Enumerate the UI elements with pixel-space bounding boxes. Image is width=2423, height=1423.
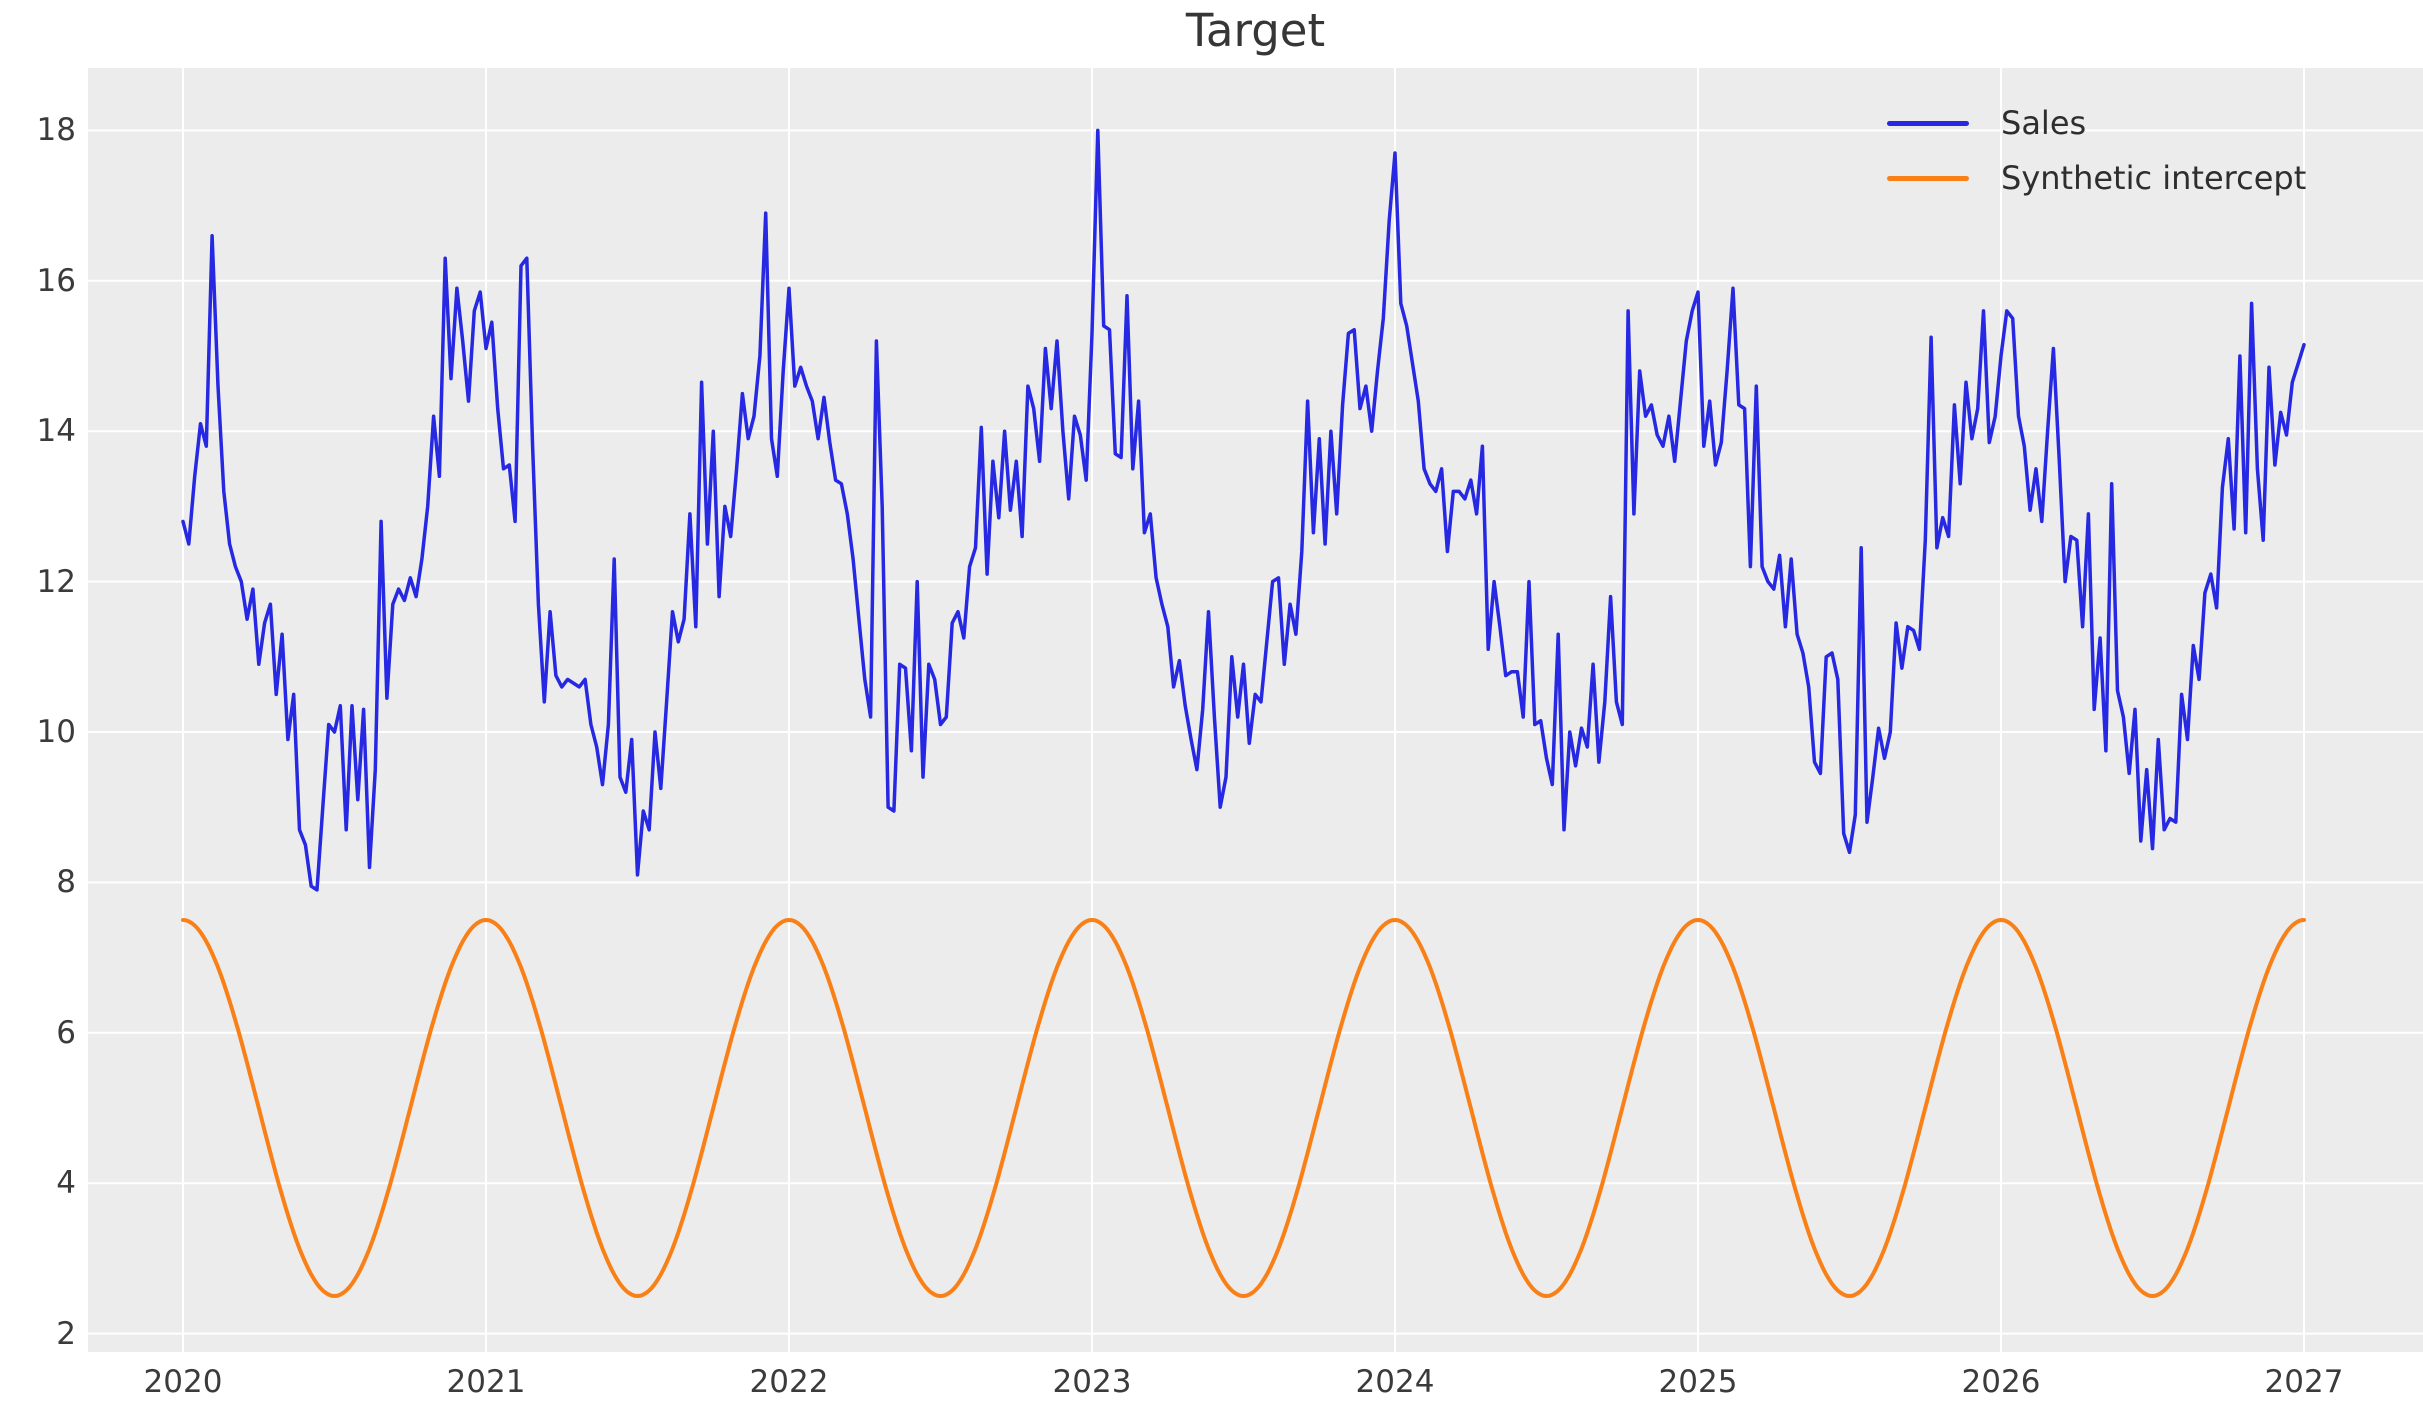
synthetic-intercept-line (181, 918, 2306, 1298)
legend-label-sales: Sales (2001, 104, 2087, 142)
y-tick-label: 4 (56, 1165, 76, 1202)
x-tick-label: 2021 (446, 1364, 526, 1400)
sales-line (181, 128, 2306, 892)
y-tick-label: 16 (36, 262, 76, 299)
y-tick-label: 8 (56, 864, 76, 901)
x-tick-label: 2026 (1961, 1364, 2041, 1400)
y-tick-label: 12 (36, 563, 76, 600)
legend-item-sales: Sales (1887, 101, 2306, 145)
synthetic-intercept-line-swatch (1887, 175, 1969, 181)
y-tick-label: 2 (56, 1315, 76, 1352)
x-tick-label: 2023 (1052, 1364, 1132, 1400)
y-tick-label: 14 (36, 413, 76, 450)
legend-label-synthetic-intercept: Synthetic intercept (2001, 159, 2307, 197)
sales-line-swatch (1887, 120, 1969, 126)
y-tick-label: 18 (36, 112, 76, 149)
x-tick-label: 2024 (1355, 1364, 1435, 1400)
legend: Sales Synthetic intercept (1887, 101, 2306, 211)
x-tick-label: 2022 (749, 1364, 829, 1400)
y-tick-label: 10 (36, 714, 76, 750)
y-tick-label: 6 (56, 1014, 76, 1051)
x-tick-label: 2025 (1658, 1364, 1738, 1400)
x-tick-label: 2020 (143, 1364, 223, 1400)
x-tick-label: 2027 (2264, 1364, 2344, 1400)
plot-background (88, 68, 2423, 1352)
chart-title: Target (1185, 4, 1326, 57)
legend-item-synthetic-intercept: Synthetic intercept (1887, 156, 2306, 200)
